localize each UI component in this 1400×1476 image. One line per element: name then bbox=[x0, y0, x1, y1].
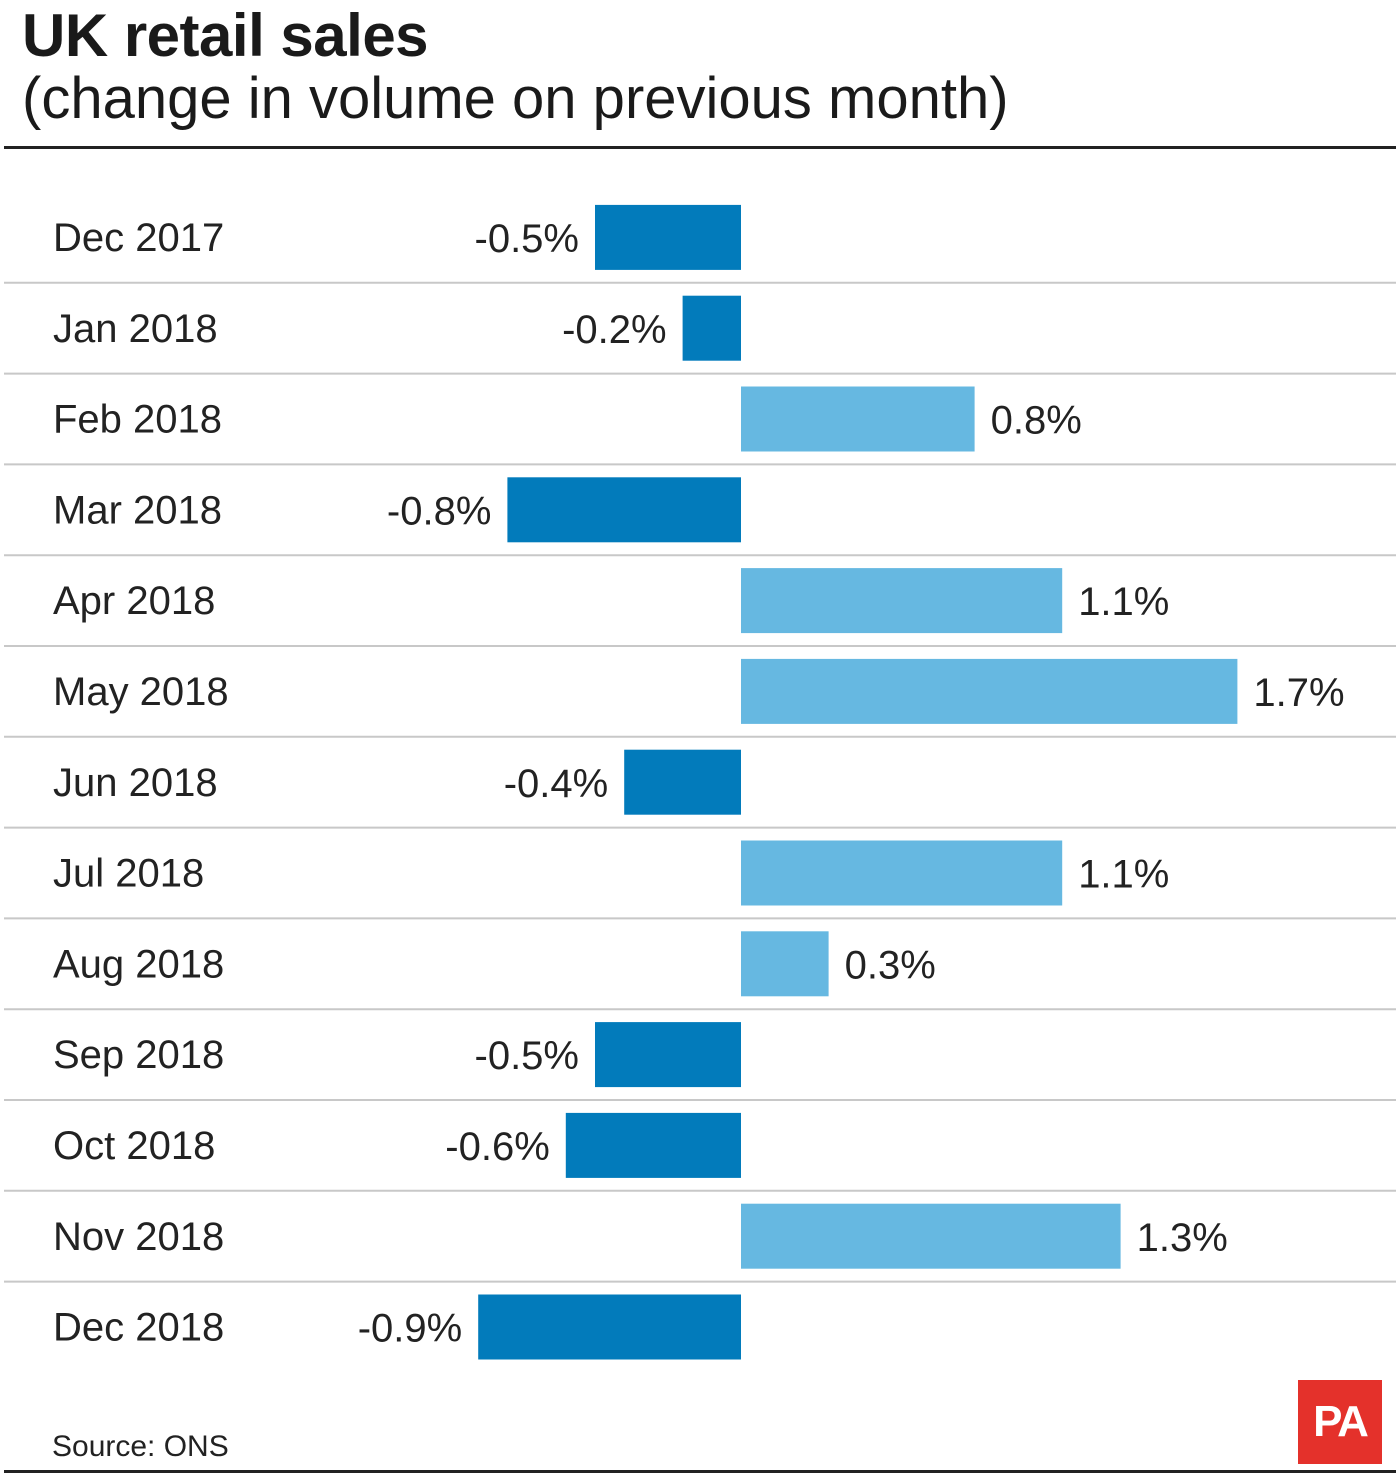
value-label: -0.4% bbox=[504, 762, 609, 806]
bar bbox=[741, 931, 829, 997]
value-label: -0.2% bbox=[562, 308, 667, 352]
value-label: 1.3% bbox=[1137, 1216, 1228, 1260]
category-label: Aug 2018 bbox=[53, 942, 224, 986]
value-label: 0.3% bbox=[845, 943, 936, 987]
category-label: Jul 2018 bbox=[53, 852, 204, 896]
value-label: 0.8% bbox=[991, 399, 1082, 443]
value-label: 1.7% bbox=[1253, 671, 1344, 715]
pa-logo: PA bbox=[1298, 1380, 1382, 1464]
value-label: -0.9% bbox=[358, 1307, 463, 1351]
bar bbox=[595, 204, 741, 270]
chart-title: UK retail sales bbox=[22, 2, 429, 69]
bar bbox=[741, 568, 1063, 634]
bar bbox=[478, 1294, 741, 1360]
category-label: Apr 2018 bbox=[53, 579, 215, 623]
bar bbox=[595, 1022, 741, 1088]
category-label: Feb 2018 bbox=[53, 398, 222, 442]
category-label: Jun 2018 bbox=[53, 761, 218, 805]
value-label: -0.8% bbox=[387, 489, 492, 533]
category-label: Oct 2018 bbox=[53, 1124, 215, 1168]
bar bbox=[741, 386, 975, 452]
source-note: Source: ONS bbox=[52, 1430, 229, 1463]
chart-subtitle: (change in volume on previous month) bbox=[22, 66, 1009, 131]
bar bbox=[741, 1203, 1121, 1269]
value-label: -0.6% bbox=[445, 1125, 550, 1169]
top-divider bbox=[4, 146, 1396, 149]
category-label: Nov 2018 bbox=[53, 1215, 224, 1259]
category-label: Jan 2018 bbox=[53, 307, 218, 351]
bar bbox=[624, 749, 741, 815]
bar bbox=[741, 840, 1063, 906]
category-label: Mar 2018 bbox=[53, 488, 222, 532]
category-label: Dec 2018 bbox=[53, 1306, 224, 1350]
bar bbox=[565, 1112, 741, 1178]
value-label: -0.5% bbox=[475, 1034, 580, 1078]
category-label: Dec 2017 bbox=[53, 216, 224, 260]
bottom-divider bbox=[4, 1470, 1396, 1473]
category-label: Sep 2018 bbox=[53, 1033, 224, 1077]
category-label: May 2018 bbox=[53, 670, 229, 714]
bar bbox=[507, 477, 741, 543]
value-label: -0.5% bbox=[475, 217, 580, 261]
value-label: 1.1% bbox=[1078, 580, 1169, 624]
value-label: 1.1% bbox=[1078, 853, 1169, 897]
bar bbox=[682, 295, 741, 361]
bar bbox=[741, 658, 1238, 724]
